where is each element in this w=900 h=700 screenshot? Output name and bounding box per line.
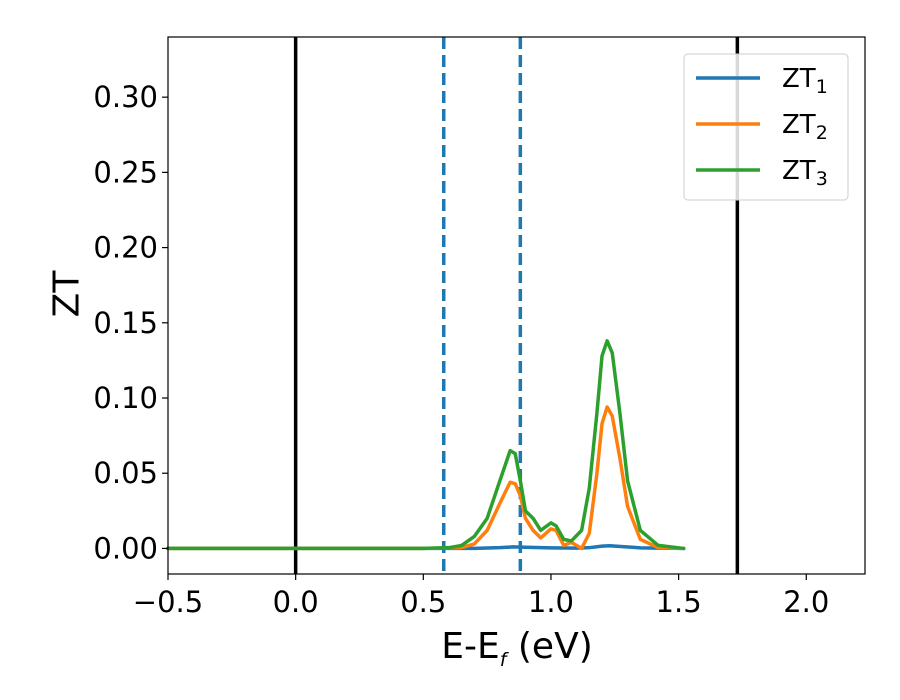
y-axis-label: ZT bbox=[47, 270, 88, 318]
legend-label-zt1: ZT1 bbox=[782, 64, 828, 98]
x-tick-label: 2.0 bbox=[783, 585, 829, 619]
y-tick-label: 0.30 bbox=[93, 80, 158, 114]
y-tick-label: 0.25 bbox=[93, 155, 158, 189]
x-axis-ticks: −0.5 0.0 0.5 1.0 1.5 2.0 bbox=[133, 574, 829, 619]
legend-box bbox=[683, 53, 849, 201]
x-axis-label: E-Ef (eV) bbox=[441, 626, 593, 671]
x-tick-label: 0.0 bbox=[273, 585, 319, 619]
series-line-zt3 bbox=[166, 339, 686, 551]
y-tick-label: 0.00 bbox=[93, 531, 158, 565]
x-tick-label: 0.5 bbox=[400, 585, 446, 619]
x-tick-label: −0.5 bbox=[133, 585, 203, 619]
y-axis-ticks: 0.00 0.05 0.10 0.15 0.20 0.25 0.30 bbox=[93, 80, 168, 565]
series-line-zt1 bbox=[166, 543, 686, 551]
x-tick-label: 1.5 bbox=[656, 585, 702, 619]
plot-frame bbox=[167, 36, 866, 575]
series-lines bbox=[166, 339, 686, 551]
series-line-zt2 bbox=[166, 405, 686, 551]
legend: ZT1 ZT2 ZT3 bbox=[683, 53, 849, 201]
vertical-reference-lines bbox=[293, 37, 740, 574]
y-tick-label: 0.10 bbox=[93, 381, 158, 415]
y-tick-label: 0.20 bbox=[93, 231, 158, 265]
x-tick-label: 1.0 bbox=[528, 585, 574, 619]
y-tick-label: 0.05 bbox=[93, 456, 158, 490]
y-tick-label: 0.15 bbox=[93, 306, 158, 340]
legend-label-zt3: ZT3 bbox=[782, 156, 828, 190]
legend-label-zt2: ZT2 bbox=[782, 110, 828, 144]
